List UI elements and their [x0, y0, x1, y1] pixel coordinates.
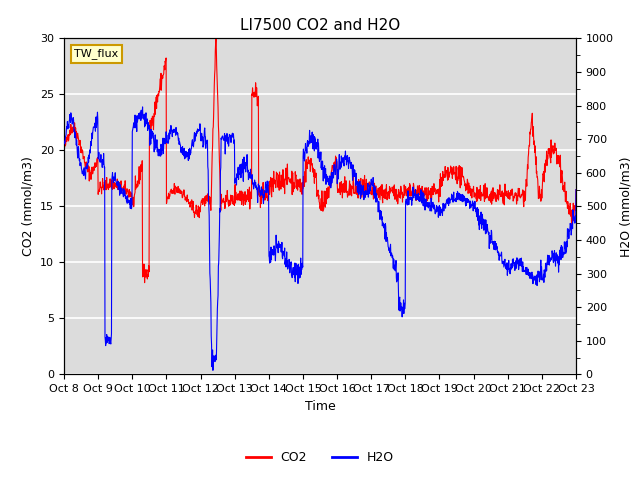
- Y-axis label: CO2 (mmol/m3): CO2 (mmol/m3): [22, 156, 35, 256]
- Legend: CO2, H2O: CO2, H2O: [241, 446, 399, 469]
- Y-axis label: H2O (mmol/m3): H2O (mmol/m3): [620, 156, 632, 257]
- X-axis label: Time: Time: [305, 400, 335, 413]
- Title: LI7500 CO2 and H2O: LI7500 CO2 and H2O: [240, 18, 400, 33]
- Text: TW_flux: TW_flux: [74, 48, 118, 60]
